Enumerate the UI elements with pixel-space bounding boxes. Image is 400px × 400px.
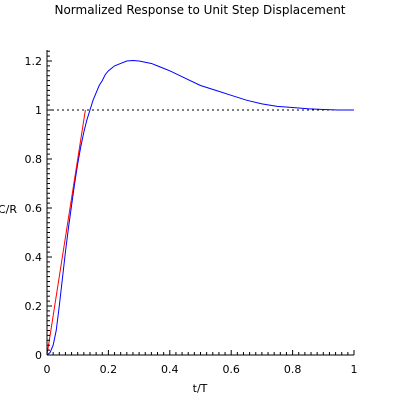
series-slope-line xyxy=(46,109,86,356)
series-response-line xyxy=(46,60,354,356)
x-tick-label: 0.8 xyxy=(284,363,302,376)
x-tick-label: 0.4 xyxy=(161,363,179,376)
y-tick-label: 1.2 xyxy=(25,55,43,68)
plot-area xyxy=(46,50,354,356)
x-tick-label: 1 xyxy=(351,363,358,376)
y-tick-label: 0.4 xyxy=(25,251,43,264)
y-tick-label: 0.6 xyxy=(25,202,43,215)
chart-title: Normalized Response to Unit Step Displac… xyxy=(54,3,345,17)
x-tick-label: 0.2 xyxy=(100,363,118,376)
y-tick-label: 0.8 xyxy=(25,153,43,166)
y-axis-label: C/R xyxy=(0,203,17,216)
axis-ticks: 0 0.2 0.4 0.6 0.8 1 0 0.2 0.4 0.6 0.8 1 1.2 xyxy=(25,50,358,376)
y-tick-label: 0 xyxy=(35,349,42,362)
x-tick-label: 0.6 xyxy=(222,363,240,376)
y-tick-label: 1 xyxy=(35,104,42,117)
y-tick-label: 0.2 xyxy=(25,300,43,313)
x-tick-label: 0 xyxy=(44,363,51,376)
x-axis-label: t/T xyxy=(193,382,208,395)
